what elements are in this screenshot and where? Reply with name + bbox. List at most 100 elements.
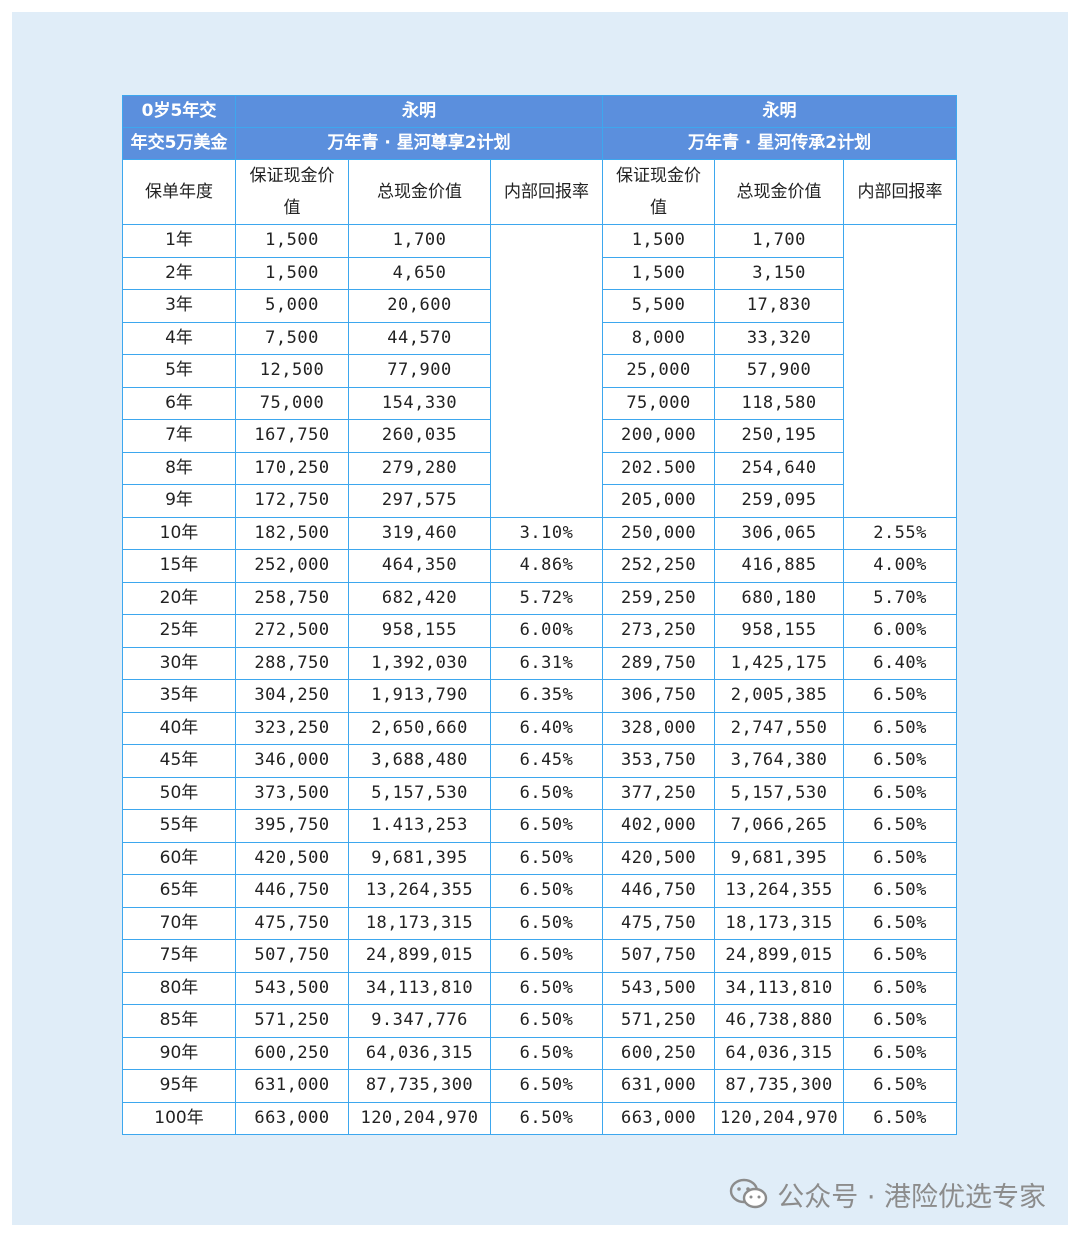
- cell-total-b: 118,580: [714, 386, 845, 420]
- cell-total-b: 5,157,530: [714, 776, 845, 810]
- cell-irr-a: 6.50%: [489, 874, 604, 908]
- table-row: 45年 346,000 3,688,480 6.45% 353,750 3,764,380…: [122, 744, 958, 778]
- cell-year: 40年: [122, 711, 236, 745]
- cell-guaranteed-a: 395,750: [235, 809, 349, 843]
- cell-total-a: 297,575: [348, 484, 491, 518]
- cell-year: 55年: [122, 809, 236, 843]
- cell-total-b: 7,066,265: [714, 809, 845, 843]
- cell-total-a: 279,280: [348, 451, 491, 485]
- cell-total-b: 958,155: [714, 614, 845, 648]
- col-guaranteed-line2: 值: [283, 198, 301, 218]
- cell-irr-b: 2.55%: [843, 516, 958, 550]
- col-guaranteed-line1: 保证现金价: [249, 166, 335, 186]
- plan-a-name: 万年青 · 星河尊享2计划: [234, 127, 604, 160]
- cell-guaranteed-a: 167,750: [235, 419, 349, 453]
- cell-year: 10年: [122, 516, 236, 550]
- cell-total-b: 46,738,880: [714, 1004, 845, 1038]
- cell-year: 30年: [122, 646, 236, 680]
- cell-irr-a: 6.50%: [489, 939, 604, 973]
- cell-year: 7年: [122, 419, 236, 453]
- cell-guaranteed-a: 346,000: [235, 744, 349, 778]
- cell-irr-b: 6.50%: [843, 1004, 958, 1038]
- cell-guaranteed-a: 288,750: [235, 646, 349, 680]
- cell-total-b: 2,747,550: [714, 711, 845, 745]
- cell-irr-a: 6.50%: [489, 1004, 604, 1038]
- cell-total-a: 5,157,530: [348, 776, 491, 810]
- cell-irr-b: 6.50%: [843, 711, 958, 745]
- cell-total-a: 1,392,030: [348, 646, 491, 680]
- cell-irr-b: 6.40%: [843, 646, 958, 680]
- cell-guaranteed-a: 12,500: [235, 354, 349, 388]
- cell-guaranteed-a: 252,000: [235, 549, 349, 583]
- cell-total-a: 464,350: [348, 549, 491, 583]
- cell-irr-b: 6.50%: [843, 1101, 958, 1135]
- table-row: 2年 1,500 4,650 1,500 3,150: [122, 256, 957, 290]
- cell-year: 45年: [122, 744, 236, 778]
- cell-year: 85年: [122, 1004, 236, 1038]
- col-total-b: 总现金价值: [714, 159, 845, 225]
- cell-irr-b: 6.50%: [843, 776, 958, 810]
- premium-cell: 年交5万美金: [122, 127, 236, 160]
- cell-total-a: 44,570: [348, 321, 491, 355]
- cell-total-a: 2,650,660: [348, 711, 491, 745]
- col-irr-a: 内部回报率: [489, 159, 604, 225]
- col-year: 保单年度: [122, 159, 236, 225]
- watermark: 公众号 · 港险优选专家: [729, 1176, 1046, 1213]
- cell-guaranteed-a: 543,500: [235, 971, 349, 1005]
- cell-total-a: 20,600: [348, 289, 491, 323]
- table-row: 75年 507,750 24,899,015 6.50% 507,750 24,899,0…: [122, 939, 958, 973]
- cell-year: 3年: [122, 289, 236, 323]
- cell-guaranteed-a: 446,750: [235, 874, 349, 908]
- cell-guaranteed-b: 507,750: [602, 939, 716, 973]
- cell-irr-b: 6.50%: [843, 1069, 958, 1103]
- cell-irr-b: 6.50%: [843, 906, 958, 940]
- company-a-name: 永明: [234, 95, 604, 128]
- cell-total-a: 18,173,315: [348, 906, 491, 940]
- table-row: 85年 571,250 9.347,776 6.50% 571,250 46,738,88…: [122, 1004, 958, 1038]
- cell-irr-b-blank: [843, 224, 958, 518]
- cell-total-a: 9,681,395: [348, 841, 491, 875]
- cell-guaranteed-b: 250,000: [602, 516, 716, 550]
- cell-guaranteed-b: 8,000: [602, 321, 716, 355]
- cell-guaranteed-b: 252,250: [602, 549, 716, 583]
- cell-year: 95年: [122, 1069, 236, 1103]
- table-row: 80年 543,500 34,113,810 6.50% 543,500 34,113,8…: [122, 971, 958, 1005]
- col-guaranteed-b: 保证现金价值: [602, 159, 716, 225]
- table-row: 5年 12,500 77,900 25,000 57,900: [122, 354, 957, 388]
- cell-guaranteed-b: 631,000: [602, 1069, 716, 1103]
- cell-year: 1年: [122, 224, 236, 258]
- cell-irr-b: 6.50%: [843, 744, 958, 778]
- cell-total-b: 250,195: [714, 419, 845, 453]
- cell-irr-a: 6.50%: [489, 971, 604, 1005]
- cell-total-b: 680,180: [714, 581, 845, 615]
- col-guaranteed-line2: 值: [650, 198, 668, 218]
- cell-total-b: 13,264,355: [714, 874, 845, 908]
- cell-total-b: 64,036,315: [714, 1036, 845, 1070]
- cell-year: 25年: [122, 614, 236, 648]
- cell-guaranteed-a: 420,500: [235, 841, 349, 875]
- cell-irr-a: 6.50%: [489, 906, 604, 940]
- col-guaranteed-a: 保证现金价值: [235, 159, 349, 225]
- cell-guaranteed-a: 571,250: [235, 1004, 349, 1038]
- cell-guaranteed-b: 25,000: [602, 354, 716, 388]
- table-row: 60年 420,500 9,681,395 6.50% 420,500 9,681,395…: [122, 841, 958, 875]
- cell-total-b: 3,764,380: [714, 744, 845, 778]
- cell-irr-b: 6.50%: [843, 971, 958, 1005]
- cell-guaranteed-b: 289,750: [602, 646, 716, 680]
- cell-total-b: 416,885: [714, 549, 845, 583]
- cell-total-a: 64,036,315: [348, 1036, 491, 1070]
- table-row: 15年 252,000 464,350 4.86% 252,250 416,885 4.00…: [122, 549, 958, 583]
- cell-guaranteed-b: 273,250: [602, 614, 716, 648]
- cell-guaranteed-b: 353,750: [602, 744, 716, 778]
- cell-total-b: 254,640: [714, 451, 845, 485]
- table-row: 40年 323,250 2,650,660 6.40% 328,000 2,747,550…: [122, 711, 958, 745]
- cell-total-b: 1,700: [714, 224, 845, 258]
- cell-guaranteed-a: 182,500: [235, 516, 349, 550]
- cell-irr-a: 6.50%: [489, 809, 604, 843]
- cell-irr-a: 6.50%: [489, 1069, 604, 1103]
- cell-total-a: 13,264,355: [348, 874, 491, 908]
- cell-guaranteed-b: 5,500: [602, 289, 716, 323]
- table-row: 65年 446,750 13,264,355 6.50% 446,750 13,264,3…: [122, 874, 958, 908]
- cell-total-b: 3,150: [714, 256, 845, 290]
- cell-total-a: 682,420: [348, 581, 491, 615]
